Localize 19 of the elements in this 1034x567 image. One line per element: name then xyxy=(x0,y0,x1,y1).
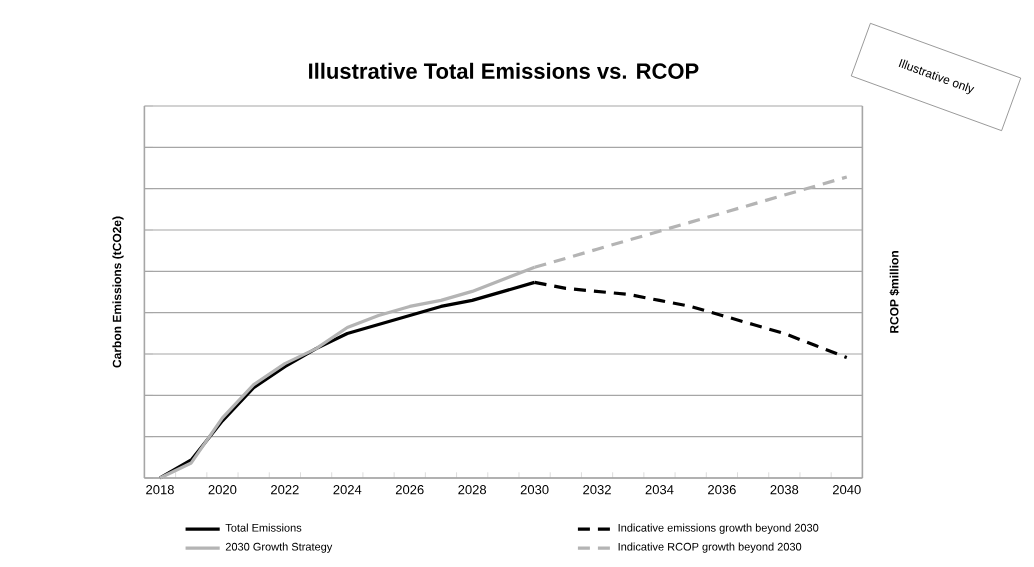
x-tick-label: 2032 xyxy=(583,485,611,495)
x-tick-label: 2028 xyxy=(458,485,487,495)
y2-axis-title: RCOP $million xyxy=(889,251,900,333)
legend-label: Indicative RCOP growth beyond 2030 xyxy=(618,542,802,553)
legend-label: 2030 Growth Strategy xyxy=(225,542,333,553)
legend-label: Total Emissions xyxy=(225,523,302,532)
x-tick-label: 2036 xyxy=(708,485,736,495)
x-tick-label: 2040 xyxy=(832,485,861,495)
x-tick-label: 2038 xyxy=(770,485,799,495)
legend-label: Indicative emissions growth beyond 2030 xyxy=(618,523,819,534)
x-tick-label: 2024 xyxy=(333,485,362,495)
x-tick-label: 2030 xyxy=(520,485,549,495)
x-tick-label: 2018 xyxy=(146,485,174,495)
x-tick-label: 2020 xyxy=(208,485,237,495)
x-tick-label: 2034 xyxy=(645,485,674,495)
y-axis-title: Carbon Emissions (tCO2e) xyxy=(112,216,124,368)
chart-title: Illustrative Total Emissions vs. RCOP xyxy=(309,62,699,79)
x-tick-label: 2022 xyxy=(271,485,299,495)
x-tick-label: 2026 xyxy=(395,485,424,495)
